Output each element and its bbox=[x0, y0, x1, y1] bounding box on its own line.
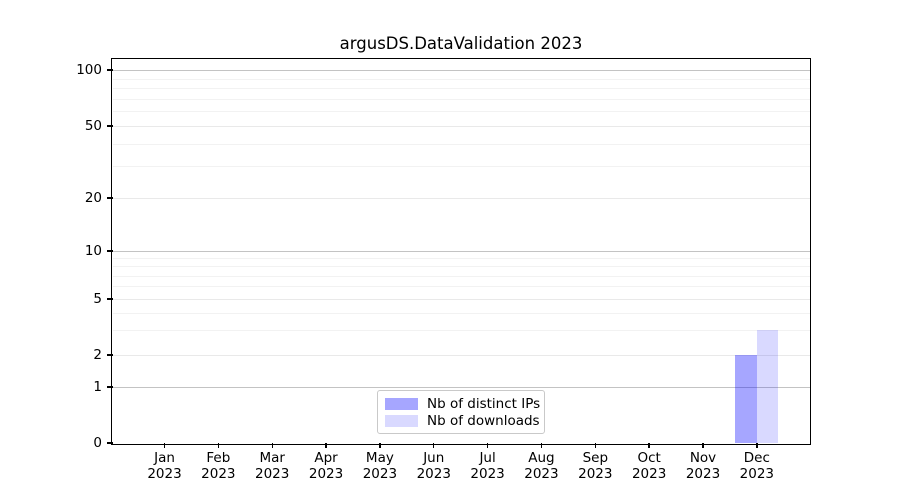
y-minor-gridline bbox=[112, 330, 810, 332]
y-tick bbox=[106, 442, 113, 444]
x-tick-label: May 2023 bbox=[349, 450, 411, 482]
x-tick-label-line: Oct bbox=[637, 450, 661, 466]
x-tick-label-line: 2023 bbox=[416, 465, 451, 482]
y-tick-label: 1 bbox=[93, 379, 102, 395]
x-tick-label-line: 2023 bbox=[739, 465, 775, 482]
y-tick bbox=[106, 197, 113, 199]
y-minor-gridline bbox=[112, 258, 810, 260]
y-minor-gridline bbox=[112, 166, 810, 168]
x-tick-label-line: 2023 bbox=[470, 465, 505, 482]
x-tick-label: Feb 2023 bbox=[187, 450, 249, 482]
x-tick bbox=[648, 443, 650, 448]
x-tick bbox=[325, 443, 327, 448]
y-minor-gridline bbox=[112, 275, 810, 277]
x-tick-label: Apr 2023 bbox=[295, 450, 357, 482]
x-tick bbox=[379, 443, 381, 448]
y-tick bbox=[106, 69, 113, 71]
y-gridline bbox=[112, 126, 810, 127]
x-tick-label-line: Apr bbox=[314, 450, 338, 466]
y-major-gridline bbox=[112, 251, 810, 252]
x-tick-label-line: 2023 bbox=[255, 465, 290, 482]
x-tick-label-line: Jan bbox=[154, 450, 175, 466]
x-tick bbox=[594, 443, 596, 448]
x-tick-label-line: Aug bbox=[528, 450, 555, 466]
chart-title: argusDS.DataValidation 2023 bbox=[339, 34, 583, 53]
y-tick bbox=[106, 125, 113, 127]
y-major-gridline bbox=[112, 387, 810, 388]
x-tick bbox=[702, 443, 704, 448]
legend-swatch bbox=[385, 398, 418, 410]
y-minor-gridline bbox=[112, 286, 810, 288]
y-minor-gridline bbox=[112, 143, 810, 145]
x-tick bbox=[433, 443, 435, 448]
y-tick-label: 2 bbox=[93, 347, 102, 363]
x-tick-label-line: 2023 bbox=[362, 465, 398, 482]
y-minor-gridline bbox=[112, 312, 810, 314]
x-tick bbox=[163, 443, 166, 448]
legend-label: Nb of distinct IPs bbox=[427, 396, 541, 412]
x-tick-label-line: Dec bbox=[743, 450, 770, 466]
y-minor-gridline bbox=[112, 88, 810, 90]
x-tick bbox=[540, 443, 543, 448]
y-tick-label: 0 bbox=[93, 435, 102, 451]
x-tick-label: Nov 2023 bbox=[672, 450, 734, 482]
y-minor-gridline bbox=[112, 78, 810, 80]
x-tick-label-line: 2023 bbox=[685, 465, 721, 482]
x-tick-label: Oct 2023 bbox=[618, 450, 680, 482]
x-tick-label: Jun 2023 bbox=[403, 450, 465, 482]
x-tick-label: Jul 2023 bbox=[457, 450, 519, 482]
y-minor-gridline bbox=[112, 266, 810, 268]
plot-area bbox=[112, 59, 810, 443]
x-tick-label-line: 2023 bbox=[308, 465, 344, 482]
legend-swatch bbox=[385, 415, 418, 427]
y-gridline bbox=[112, 299, 810, 300]
x-tick-label-line: 2023 bbox=[201, 465, 236, 482]
x-tick-label: Jan 2023 bbox=[134, 450, 196, 482]
y-tick-label: 100 bbox=[76, 62, 102, 78]
y-tick-label: 10 bbox=[84, 243, 102, 259]
x-tick-label: Sep 2023 bbox=[564, 450, 626, 482]
y-tick bbox=[106, 386, 113, 388]
x-tick-label-line: Nov bbox=[689, 450, 717, 466]
x-tick-label-line: Jul bbox=[479, 450, 496, 466]
x-tick-label: Dec 2023 bbox=[726, 450, 788, 482]
x-tick-label-line: 2023 bbox=[578, 465, 613, 482]
x-tick-label-line: Feb bbox=[206, 450, 231, 466]
y-tick bbox=[106, 250, 113, 252]
y-tick-label: 50 bbox=[84, 118, 102, 134]
y-gridline bbox=[112, 355, 810, 356]
x-tick-label-line: 2023 bbox=[631, 465, 667, 482]
x-tick-label-line: Jun bbox=[423, 450, 445, 466]
x-tick-label: Mar 2023 bbox=[241, 450, 303, 482]
x-tick-label-line: May bbox=[365, 450, 394, 466]
x-tick-label-line: 2023 bbox=[147, 465, 182, 482]
y-gridline bbox=[112, 198, 810, 199]
y-tick bbox=[106, 298, 113, 300]
x-tick-label: Aug 2023 bbox=[510, 450, 572, 482]
x-tick-label-line: Sep bbox=[582, 450, 609, 466]
legend-item: Nb of distinct IPs bbox=[385, 397, 540, 411]
y-major-gridline bbox=[112, 70, 810, 71]
y-tick-label: 20 bbox=[84, 190, 102, 206]
bar-downloads bbox=[756, 330, 779, 443]
y-tick-label: 5 bbox=[93, 291, 102, 307]
x-tick bbox=[271, 443, 273, 448]
x-tick bbox=[217, 443, 220, 448]
legend: Nb of distinct IPs Nb of downloads bbox=[377, 390, 545, 434]
y-minor-gridline bbox=[112, 111, 810, 113]
legend-item: Nb of downloads bbox=[385, 414, 540, 428]
x-tick-label-line: Mar bbox=[259, 450, 285, 466]
x-tick-label-line: 2023 bbox=[524, 465, 559, 482]
y-minor-gridline bbox=[112, 98, 810, 100]
y-tick bbox=[106, 354, 113, 356]
bar-distinct-ips bbox=[735, 355, 757, 443]
x-tick bbox=[756, 443, 758, 448]
legend-label: Nb of downloads bbox=[427, 413, 540, 429]
x-tick bbox=[486, 443, 489, 448]
